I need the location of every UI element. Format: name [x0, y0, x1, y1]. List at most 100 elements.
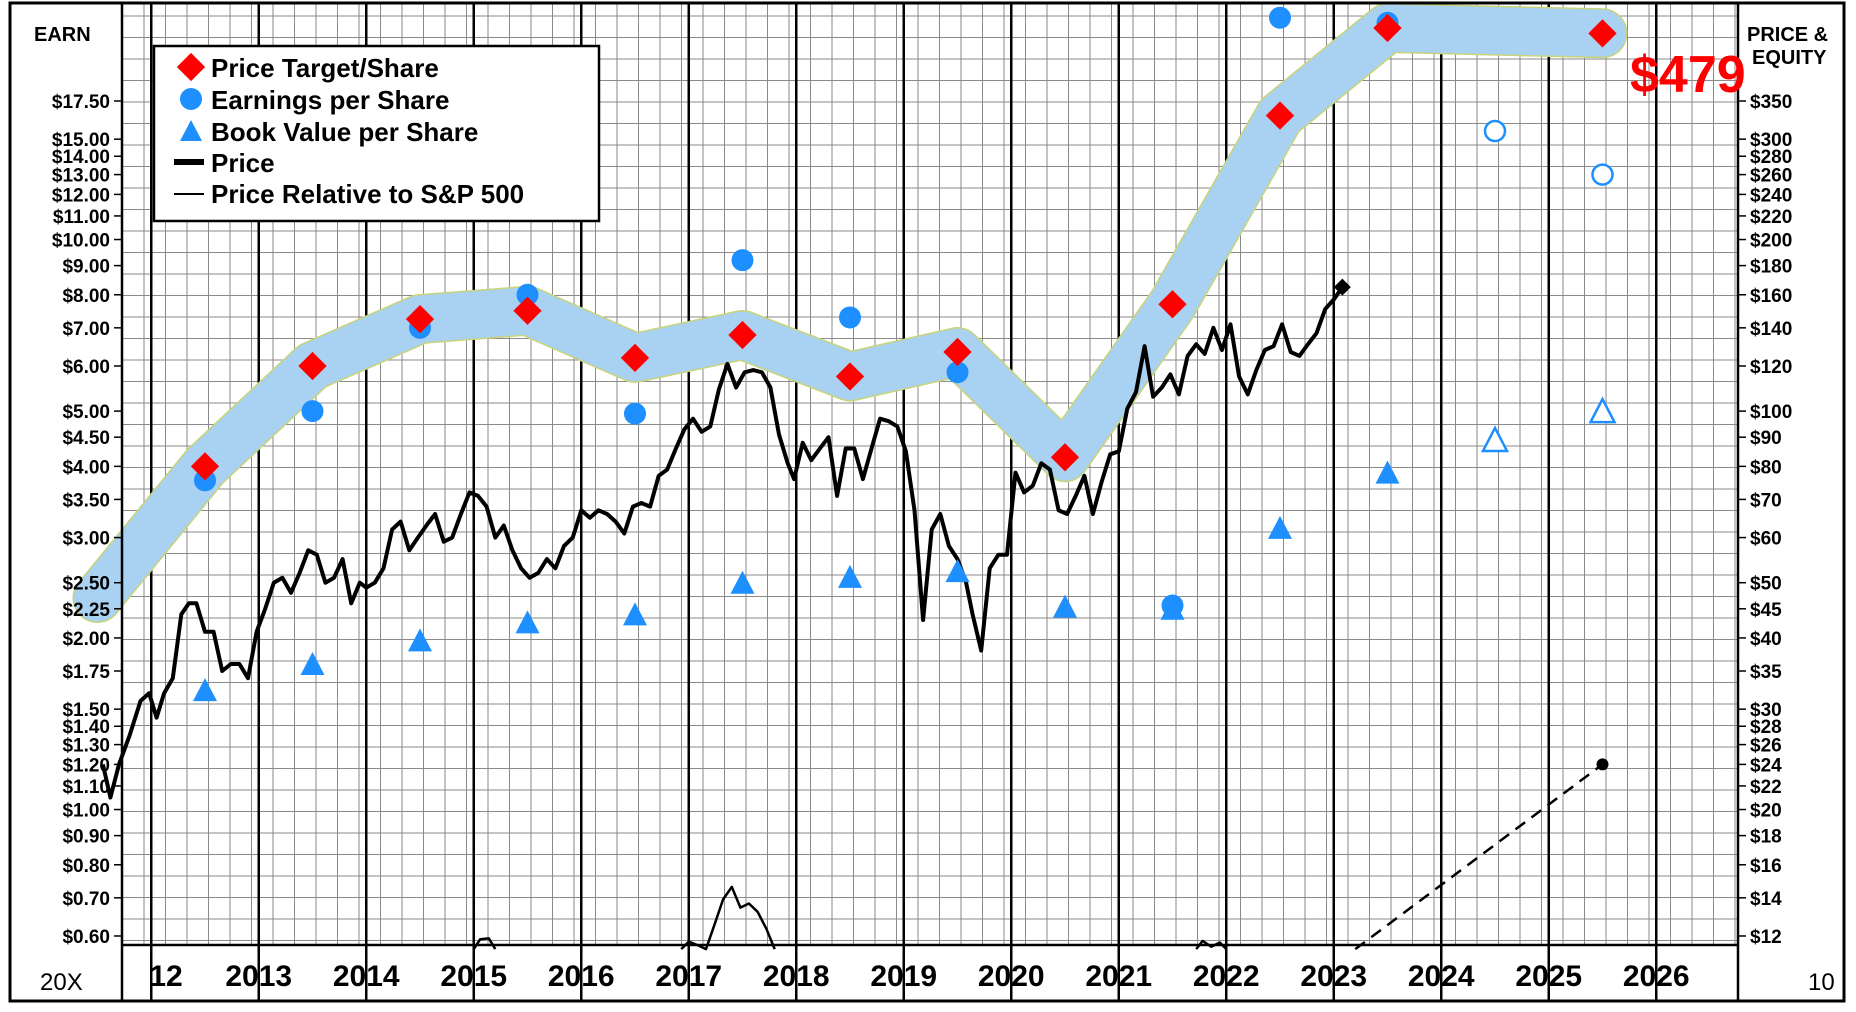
left-tick-label: $2.25	[62, 600, 110, 621]
left-tick-label: $13.00	[52, 166, 110, 187]
price-target-marker	[1265, 101, 1295, 130]
x-tick-label: 2019	[870, 960, 937, 993]
projection-line	[1354, 763, 1604, 951]
right-tick-label: $350	[1750, 92, 1792, 113]
book-value-marker	[193, 678, 217, 702]
right-tick-label: $180	[1750, 257, 1792, 278]
left-tick-label: $0.70	[62, 889, 110, 910]
legend-label-target: Price Target/Share	[211, 53, 439, 83]
right-tick-label: $90	[1750, 428, 1782, 449]
legend-box	[152, 44, 601, 223]
legend: Price Target/Share Earnings per Share Bo…	[152, 44, 601, 223]
right-tick-label: $28	[1750, 717, 1782, 738]
left-tick-label: $12.00	[52, 185, 110, 206]
eps-marker	[624, 402, 646, 425]
eps-marker	[731, 249, 754, 272]
right-axis-label-line1: PRICE &	[1747, 24, 1828, 46]
left-tick-label: $14.00	[52, 147, 110, 168]
book-value-marker	[1053, 594, 1077, 618]
x-tick-label: 2024	[1408, 960, 1475, 993]
x-tick-label: 2023	[1300, 960, 1367, 993]
left-tick-label: $4.00	[62, 457, 110, 478]
book-value-marker	[945, 559, 970, 583]
left-tick-label: $1.40	[62, 717, 110, 738]
left-tick-label: $0.80	[62, 856, 110, 877]
left-tick-label: $1.50	[62, 700, 110, 721]
legend-thin-line-icon	[174, 193, 204, 195]
price-target-marker	[1158, 290, 1187, 319]
x-tick-label: 2014	[333, 960, 400, 993]
right-tick-label: $240	[1750, 185, 1792, 206]
price-target-marker	[298, 351, 327, 381]
left-tick-label: $5.00	[62, 402, 110, 423]
right-tick-label: $24	[1750, 755, 1782, 776]
book-value-marker	[730, 570, 755, 594]
price-target-marker	[728, 320, 757, 350]
outer-frame	[8, 1, 1846, 1003]
left-tick-label: $1.30	[62, 736, 110, 757]
left-tick-label: $8.00	[62, 286, 110, 307]
right-tick-label: $26	[1750, 736, 1782, 757]
x-tick-label: 2017	[655, 960, 722, 993]
right-tick-label: $40	[1750, 629, 1782, 650]
right-tick-label: $50	[1750, 574, 1782, 595]
eps-marker-estimate	[1591, 163, 1614, 186]
left-tick-label: $6.00	[62, 357, 110, 378]
x-tick-label: 2018	[763, 960, 830, 993]
right-tick-label: $70	[1750, 490, 1782, 511]
x-tick-label: 2016	[548, 960, 615, 993]
book-value-marker-estimate	[1588, 396, 1617, 424]
x-tick-label: 2021	[1085, 960, 1152, 993]
price-target-marker	[943, 337, 972, 367]
x-tick-label: 2013	[225, 960, 292, 993]
book-value-marker	[1268, 515, 1292, 539]
left-tick-label: $15.00	[52, 130, 110, 151]
left-tick-label: $2.00	[62, 629, 110, 650]
x-axis-ticks: 12 2013 2014 2015 2016 2017 2018 2019 2020 2021 20…	[149, 960, 1689, 993]
legend-triangle-icon	[180, 120, 202, 141]
legend-label-book-value: Book Value per Share	[211, 117, 478, 147]
x-tick-label: 12	[149, 960, 182, 993]
legend-label-relative: Price Relative to S&P 500	[211, 179, 524, 209]
eps-marker	[1161, 594, 1184, 617]
legend-label-price: Price	[211, 148, 275, 178]
right-tick-label: $280	[1750, 147, 1792, 168]
price-series	[100, 286, 1344, 800]
x-tick-label: 2025	[1515, 960, 1582, 993]
projection-end-marker	[1596, 758, 1609, 771]
right-tick-label: $160	[1750, 286, 1792, 307]
right-tick-label: $35	[1750, 662, 1782, 683]
legend-thick-line-icon	[174, 159, 204, 165]
book-value-marker	[408, 628, 432, 652]
eps-marker	[946, 361, 969, 384]
projection-series	[1354, 758, 1609, 951]
price-target-marker	[620, 343, 650, 373]
plot-frame	[8, 1, 1846, 1003]
corner-left-label: 20X	[40, 969, 83, 996]
left-tick-label: $1.20	[62, 755, 110, 776]
right-tick-label: $45	[1750, 600, 1782, 621]
left-tick-label: $1.00	[62, 801, 110, 822]
right-tick-label: $16	[1750, 856, 1782, 877]
band-fill	[74, 4, 1626, 622]
left-tick-label: $2.50	[62, 574, 110, 595]
left-axis-ticks: $17.50 $15.00$14.00$13.00$12.00$11.00 $10.…	[52, 92, 122, 948]
left-tick-label: $1.75	[62, 662, 110, 683]
right-tick-label: $260	[1750, 166, 1792, 187]
right-axis-label-line2: EQUITY	[1752, 47, 1827, 69]
right-tick-label: $22	[1750, 777, 1782, 798]
target-price-label: $479	[1630, 46, 1746, 104]
book-value-marker	[1375, 460, 1400, 484]
x-tick-label: 2026	[1623, 960, 1690, 993]
right-tick-label: $60	[1750, 529, 1782, 550]
book-value-marker	[838, 564, 862, 588]
right-tick-label: $20	[1750, 801, 1782, 822]
left-tick-label: $10.00	[52, 231, 110, 252]
right-axis-ticks: $350 $300$280$260$240$220 $200 $180 $160 $140…	[1738, 92, 1792, 948]
eps-marker-estimate	[1483, 119, 1507, 143]
price-target-marker	[835, 362, 865, 391]
price-line	[100, 286, 1344, 800]
price-target-marker	[1588, 19, 1617, 48]
book-value-marker	[515, 610, 540, 634]
